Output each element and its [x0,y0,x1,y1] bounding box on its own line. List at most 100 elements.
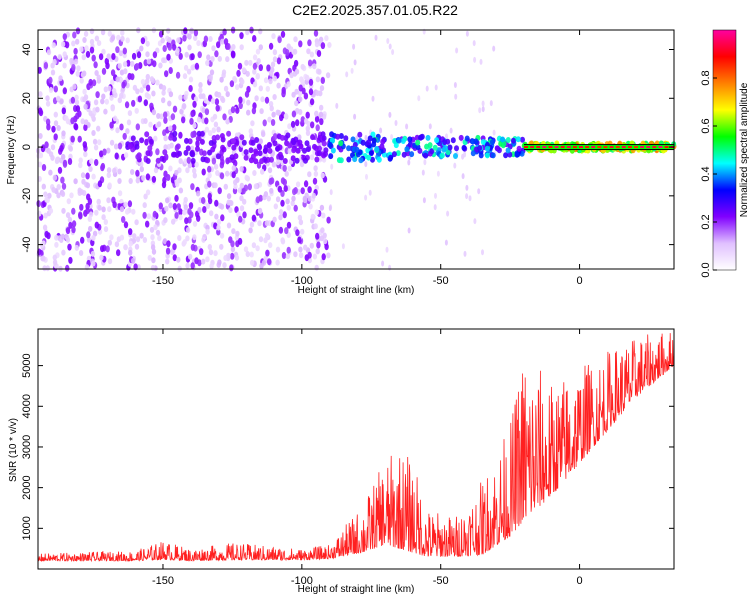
spectrogram-cell [167,100,172,107]
spectrogram-cell [112,88,117,94]
x-tick-label: 0 [577,575,583,587]
spectrogram-cell [202,206,207,213]
spectrogram-cell [322,232,327,239]
spectrogram-y-label: Frequency (Hz) [6,116,17,185]
spectrogram-cell [79,189,84,195]
spectrogram-cell [168,202,173,209]
spectrogram-cell [211,127,216,134]
spectrogram-cell [128,249,133,256]
spectrogram-cell [167,43,172,51]
spectrogram-cell [260,96,265,103]
spectrogram-cell [271,111,276,118]
spectrogram-cell [122,47,128,55]
spectrogram-cell [248,157,254,164]
spectrogram-cell [152,210,157,218]
spectrogram-cell [95,106,100,113]
spectrogram-cell [202,233,207,240]
x-tick-label: -100 [291,275,313,287]
spectrogram-cell [302,147,307,154]
spectrogram-cell [142,211,147,219]
spectrogram-cell [234,206,239,214]
spectrogram-cell [240,78,245,85]
colorbar-tick-label: 0.2 [700,214,712,229]
spectrogram-cell [117,178,122,184]
spectrogram-cell [245,70,250,77]
spectrogram-cell [228,207,233,214]
x-tick-label: -150 [152,275,174,287]
spectrogram-cell [101,67,107,75]
spectrogram-cell [291,195,296,202]
spectrogram-cell [82,70,87,77]
spectrogram-cell [199,130,205,137]
spectrogram-cell [166,27,171,34]
spectrogram-cell [208,36,213,42]
spectrogram-cell [225,118,230,125]
spectrogram-cell [159,155,165,162]
spectrogram-cell [252,54,258,61]
spectrogram-cell [176,37,181,44]
spectrogram-cell [284,170,289,177]
spectrogram-cell [91,260,96,267]
spectrogram-cell [298,40,303,48]
spectrogram-cell [153,135,158,142]
spectrogram-cell [239,44,244,51]
spectrogram-cell [244,59,249,66]
spectrogram-cell [85,172,90,180]
spectrogram-cell [158,30,164,38]
spectrogram-cell [293,204,298,212]
spectrogram-cell [208,130,213,137]
spectrogram-cell [364,194,368,201]
spectrogram-cell [278,214,283,221]
spectrogram-cell [139,166,144,173]
spectrogram-cell [461,144,467,151]
spectrogram-cell [213,182,218,189]
spectrogram-cell [127,200,133,208]
spectrogram-cell [125,208,130,215]
spectrogram-cell [53,133,58,141]
spectrogram-cell [214,213,219,220]
spectrogram-cell [242,211,247,219]
spectrogram-cell [428,123,432,130]
spectrogram-cell [465,184,469,191]
spectrogram-cell [94,159,99,166]
spectrogram-cell [60,176,65,184]
spectrogram-cell [155,79,160,86]
spectrogram-cell [117,190,123,197]
spectrogram-cell [150,244,156,251]
spectrogram-cell [182,239,187,246]
spectrogram-cell [67,216,73,223]
spectrogram-line-segment [627,146,632,149]
spectrogram-cell [38,91,43,98]
spectrogram-cell [71,226,76,234]
spectrogram-cell [135,123,140,131]
spectrogram-cell [197,207,202,213]
y-tick-label: 40 [21,43,33,55]
spectrogram-cell [168,91,174,98]
spectrogram-cell [175,47,180,54]
spectrogram-cell [275,145,281,152]
spectrogram-cell [112,167,117,174]
spectrogram-cell [249,221,255,228]
spectrogram-cell [275,259,280,266]
spectrogram-cell [287,123,292,130]
spectrogram-cell [150,264,156,271]
spectrogram-cell [418,134,424,141]
spectrogram-cell [84,119,89,126]
spectrogram-cell [110,105,115,112]
spectrogram-cell [41,240,46,247]
spectrogram-cell [204,126,210,133]
spectrogram-cell [230,240,235,248]
spectrogram-cell [161,97,166,104]
spectrogram-cell [423,159,427,166]
spectrogram-cell [314,110,319,117]
spectrogram-cell [60,191,66,197]
spectrogram-cell [199,138,205,145]
spectrogram-cell [255,245,260,252]
spectrogram-cell [260,168,265,175]
spectrogram-cell [136,51,142,59]
spectrogram-cell [268,42,274,50]
spectrogram-line-segment [621,146,626,149]
spectrogram-cell [207,197,213,205]
spectrogram-cell [109,94,114,101]
spectrogram-cell [163,116,168,124]
